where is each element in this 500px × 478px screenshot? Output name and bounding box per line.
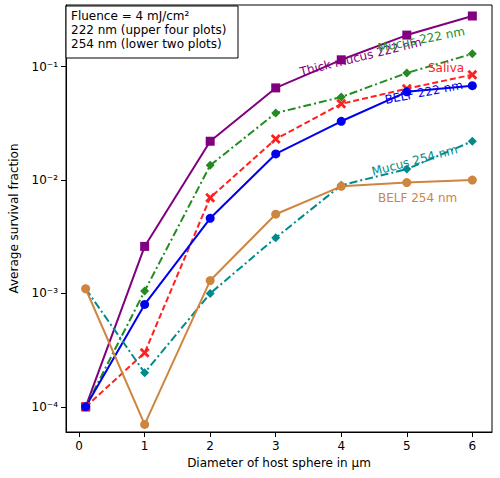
svg-text:Fluence = 4 mJ/cm²: Fluence = 4 mJ/cm² xyxy=(71,9,190,23)
svg-text:Thick mucus 222 nm: Thick mucus 222 nm xyxy=(298,34,423,79)
svg-text:1: 1 xyxy=(141,439,149,453)
svg-text:10⁻²: 10⁻² xyxy=(32,173,59,187)
svg-text:10⁻¹: 10⁻¹ xyxy=(32,60,59,74)
svg-text:Diameter of host sphere in μm: Diameter of host sphere in μm xyxy=(187,456,371,470)
svg-text:222 nm (upper four plots): 222 nm (upper four plots) xyxy=(71,23,226,37)
svg-text:Mucus 254 nm: Mucus 254 nm xyxy=(370,142,459,178)
svg-text:BELF 222 nm: BELF 222 nm xyxy=(384,78,464,107)
svg-text:10⁻³: 10⁻³ xyxy=(32,286,59,300)
svg-text:BELF 254 nm: BELF 254 nm xyxy=(378,191,457,205)
svg-text:0: 0 xyxy=(75,439,83,453)
svg-text:Mucus 222 nm: Mucus 222 nm xyxy=(377,24,466,55)
svg-text:5: 5 xyxy=(403,439,411,453)
svg-text:3: 3 xyxy=(272,439,280,453)
svg-text:6: 6 xyxy=(469,439,477,453)
svg-text:2: 2 xyxy=(206,439,214,453)
svg-text:Average survival fraction: Average survival fraction xyxy=(7,143,21,293)
svg-text:10⁻⁴: 10⁻⁴ xyxy=(32,400,59,414)
svg-text:Saliva: Saliva xyxy=(428,61,464,75)
svg-text:4: 4 xyxy=(337,439,345,453)
svg-text:254 nm (lower two plots): 254 nm (lower two plots) xyxy=(71,37,222,51)
